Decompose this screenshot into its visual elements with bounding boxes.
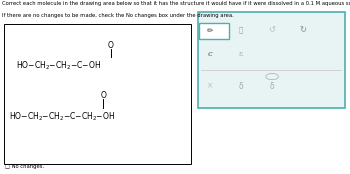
Text: δ: δ [239,82,243,91]
Text: If there are no changes to be made, check the No changes box under the drawing a: If there are no changes to be made, chec… [2,13,233,18]
Bar [198,12,345,108]
Text: O: O [100,91,106,100]
Text: ✏: ✏ [207,25,213,34]
Text: HO$-$CH$_2$$-$CH$_2$$-$C$-$CH$_2$$-$OH: HO$-$CH$_2$$-$CH$_2$$-$C$-$CH$_2$$-$OH [9,110,115,123]
Text: c: c [208,50,212,58]
Text: δ: δ [270,82,274,91]
Text: Correct each molecule in the drawing area below so that it has the structure it : Correct each molecule in the drawing are… [2,1,350,6]
Text: HO$-$CH$_2$$-$CH$_2$$-$C$-$OH: HO$-$CH$_2$$-$CH$_2$$-$C$-$OH [16,60,101,72]
Text: ↺: ↺ [268,25,275,34]
Text: ×: × [207,82,213,91]
Text: □ No changes.: □ No changes. [5,164,44,169]
Bar [4,24,191,164]
Text: ⛓: ⛓ [239,26,243,33]
Bar [199,23,229,39]
Text: O: O [108,41,114,50]
Text: ε: ε [239,50,243,58]
Text: ↻: ↻ [300,25,307,34]
